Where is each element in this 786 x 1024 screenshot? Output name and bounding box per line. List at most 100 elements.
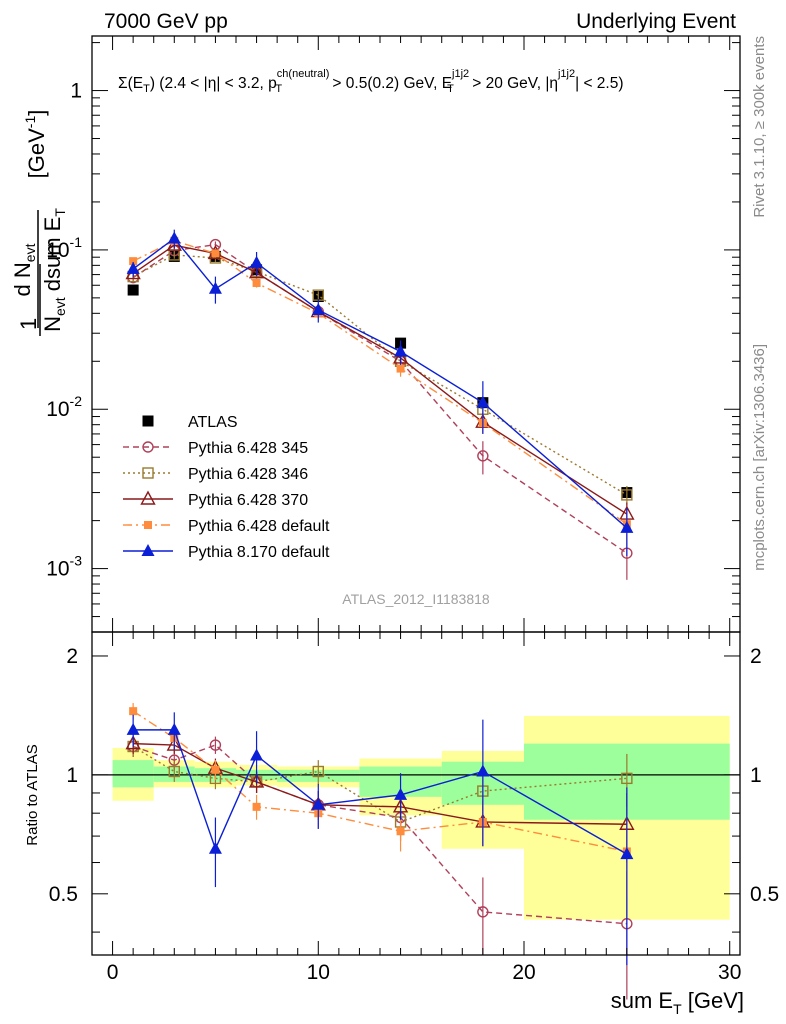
ratio-point	[208, 841, 222, 854]
legend-marker	[144, 521, 152, 529]
header-left: 7000 GeV pp	[104, 10, 228, 33]
ratio-y-tick-label: 2	[66, 645, 78, 668]
ratio-point	[126, 722, 140, 735]
legend-marker	[142, 467, 154, 479]
data-point	[396, 364, 405, 373]
legend-label: Pythia 6.428 default	[188, 518, 330, 535]
ratio-y-tick-label-right: 2	[750, 645, 762, 668]
series-p8	[126, 229, 634, 556]
ratio-y-tick-label: 1	[66, 764, 78, 787]
data-point	[394, 344, 408, 357]
main-y-axis-title-text: d Nevt Nevt dsum ET [GeV-1]	[10, 110, 68, 332]
selection-text: Σ(ET) (2.4 < |η| < 3.2, pch(neutral) T > …	[118, 68, 624, 95]
series-line	[132, 243, 628, 554]
data-point	[211, 249, 220, 258]
svg-text:1: 1	[16, 318, 41, 330]
ratio-point	[125, 735, 141, 750]
series-atlas	[127, 250, 633, 499]
main-frame	[91, 35, 741, 633]
ratio-point	[252, 802, 261, 811]
data-point	[248, 264, 265, 279]
y-tick-label: 1	[70, 80, 82, 103]
legend-label: Pythia 6.428 345	[188, 440, 308, 457]
data-point	[167, 231, 181, 244]
analysis-id: ATLAS_2012_I1183818	[342, 591, 490, 607]
ratio-y-tick-label: 0.5	[49, 883, 78, 906]
mcplots-label: mcplots.cern.ch [arXiv:1306.3436]	[751, 344, 768, 571]
legend-marker	[142, 415, 154, 427]
x-tick-label: 0	[107, 961, 119, 984]
series-line	[132, 240, 628, 525]
legend-item: Pythia 6.428 346	[123, 466, 308, 483]
axes: 0 10 20 30 10-3 10-2 10-1 1 0.5 0.5 1 1 2 2	[46, 35, 779, 984]
ratio-point	[477, 906, 489, 918]
legend-item: Pythia 6.428 370	[123, 490, 308, 509]
data-point	[127, 284, 139, 296]
series-line	[132, 254, 628, 496]
svg-text:[GeV-1]: [GeV-1]	[22, 110, 49, 179]
ratio-line	[133, 729, 628, 855]
ratio-line	[132, 745, 627, 823]
ratio-y-tick-label-right: 0.5	[750, 883, 779, 906]
data-point	[620, 520, 634, 533]
x-tick-label: 20	[512, 961, 535, 984]
ratio-point	[248, 773, 265, 788]
legend: ATLAS Pythia 6.428 345 Pythia 6.428 346 Pyt…	[123, 414, 330, 561]
svg-text:d Nevt: d Nevt	[10, 243, 38, 296]
ratio-point	[396, 827, 405, 836]
ratio-point	[394, 787, 408, 800]
series-p370	[125, 236, 635, 528]
data-point	[208, 281, 222, 294]
legend-marker	[142, 441, 154, 453]
rivet-label: Rivet 3.1.10, ≥ 300k events	[751, 36, 768, 218]
ratio-point	[168, 765, 180, 778]
y-tick-label: 10-3	[46, 553, 82, 581]
ratio-y-axis-title: Ratio to ATLAS	[24, 744, 41, 845]
ratio-band-inner	[112, 760, 154, 788]
x-tick-label: 10	[307, 961, 330, 984]
ratio-point	[311, 797, 325, 810]
data-point	[252, 278, 261, 287]
ratio-frame	[91, 631, 741, 956]
ratio-series	[125, 703, 635, 1000]
legend-label: Pythia 8.170 default	[188, 544, 330, 561]
legend-item: Pythia 6.428 default	[123, 518, 330, 535]
legend-label: Pythia 6.428 346	[188, 466, 308, 483]
ratio-point	[167, 722, 181, 735]
data-point	[250, 255, 264, 268]
legend-marker	[140, 490, 156, 505]
data-point	[476, 395, 490, 408]
data-point	[477, 450, 489, 462]
ratio-series-p8	[126, 712, 634, 966]
ratio-y-tick-label-right: 1	[750, 764, 762, 787]
svg-text:Nevt dsum ET: Nevt dsum ET	[40, 208, 68, 332]
ratio-point	[211, 765, 220, 774]
data-point	[129, 257, 138, 266]
ratio-point	[166, 736, 182, 751]
ratio-point	[621, 772, 633, 785]
data-point	[126, 261, 140, 274]
main-series	[125, 229, 635, 580]
legend-item: ATLAS	[142, 414, 238, 431]
data-point	[311, 302, 325, 315]
ratio-point	[620, 847, 634, 860]
series-line	[132, 237, 628, 529]
legend-item: Pythia 8.170 default	[123, 544, 330, 561]
ratio-point	[476, 764, 490, 777]
ratio-point	[209, 739, 222, 751]
legend-item: Pythia 6.428 345	[123, 440, 308, 457]
ratio-line	[132, 710, 627, 853]
legend-label: Pythia 6.428 370	[188, 492, 308, 509]
y-tick-label: 10-1	[46, 234, 82, 262]
legend-label: ATLAS	[188, 414, 238, 431]
y-tick-label: 10-2	[46, 393, 82, 421]
main-y-axis-title: 1	[16, 264, 41, 336]
legend-marker	[141, 544, 155, 556]
ratio-point	[250, 748, 264, 761]
header-right: Underlying Event	[576, 10, 736, 33]
ratio-point	[312, 765, 324, 778]
x-axis-title: sum ET [GeV]	[611, 988, 744, 1017]
x-tick-label: 30	[718, 961, 741, 984]
data-point	[621, 489, 633, 501]
